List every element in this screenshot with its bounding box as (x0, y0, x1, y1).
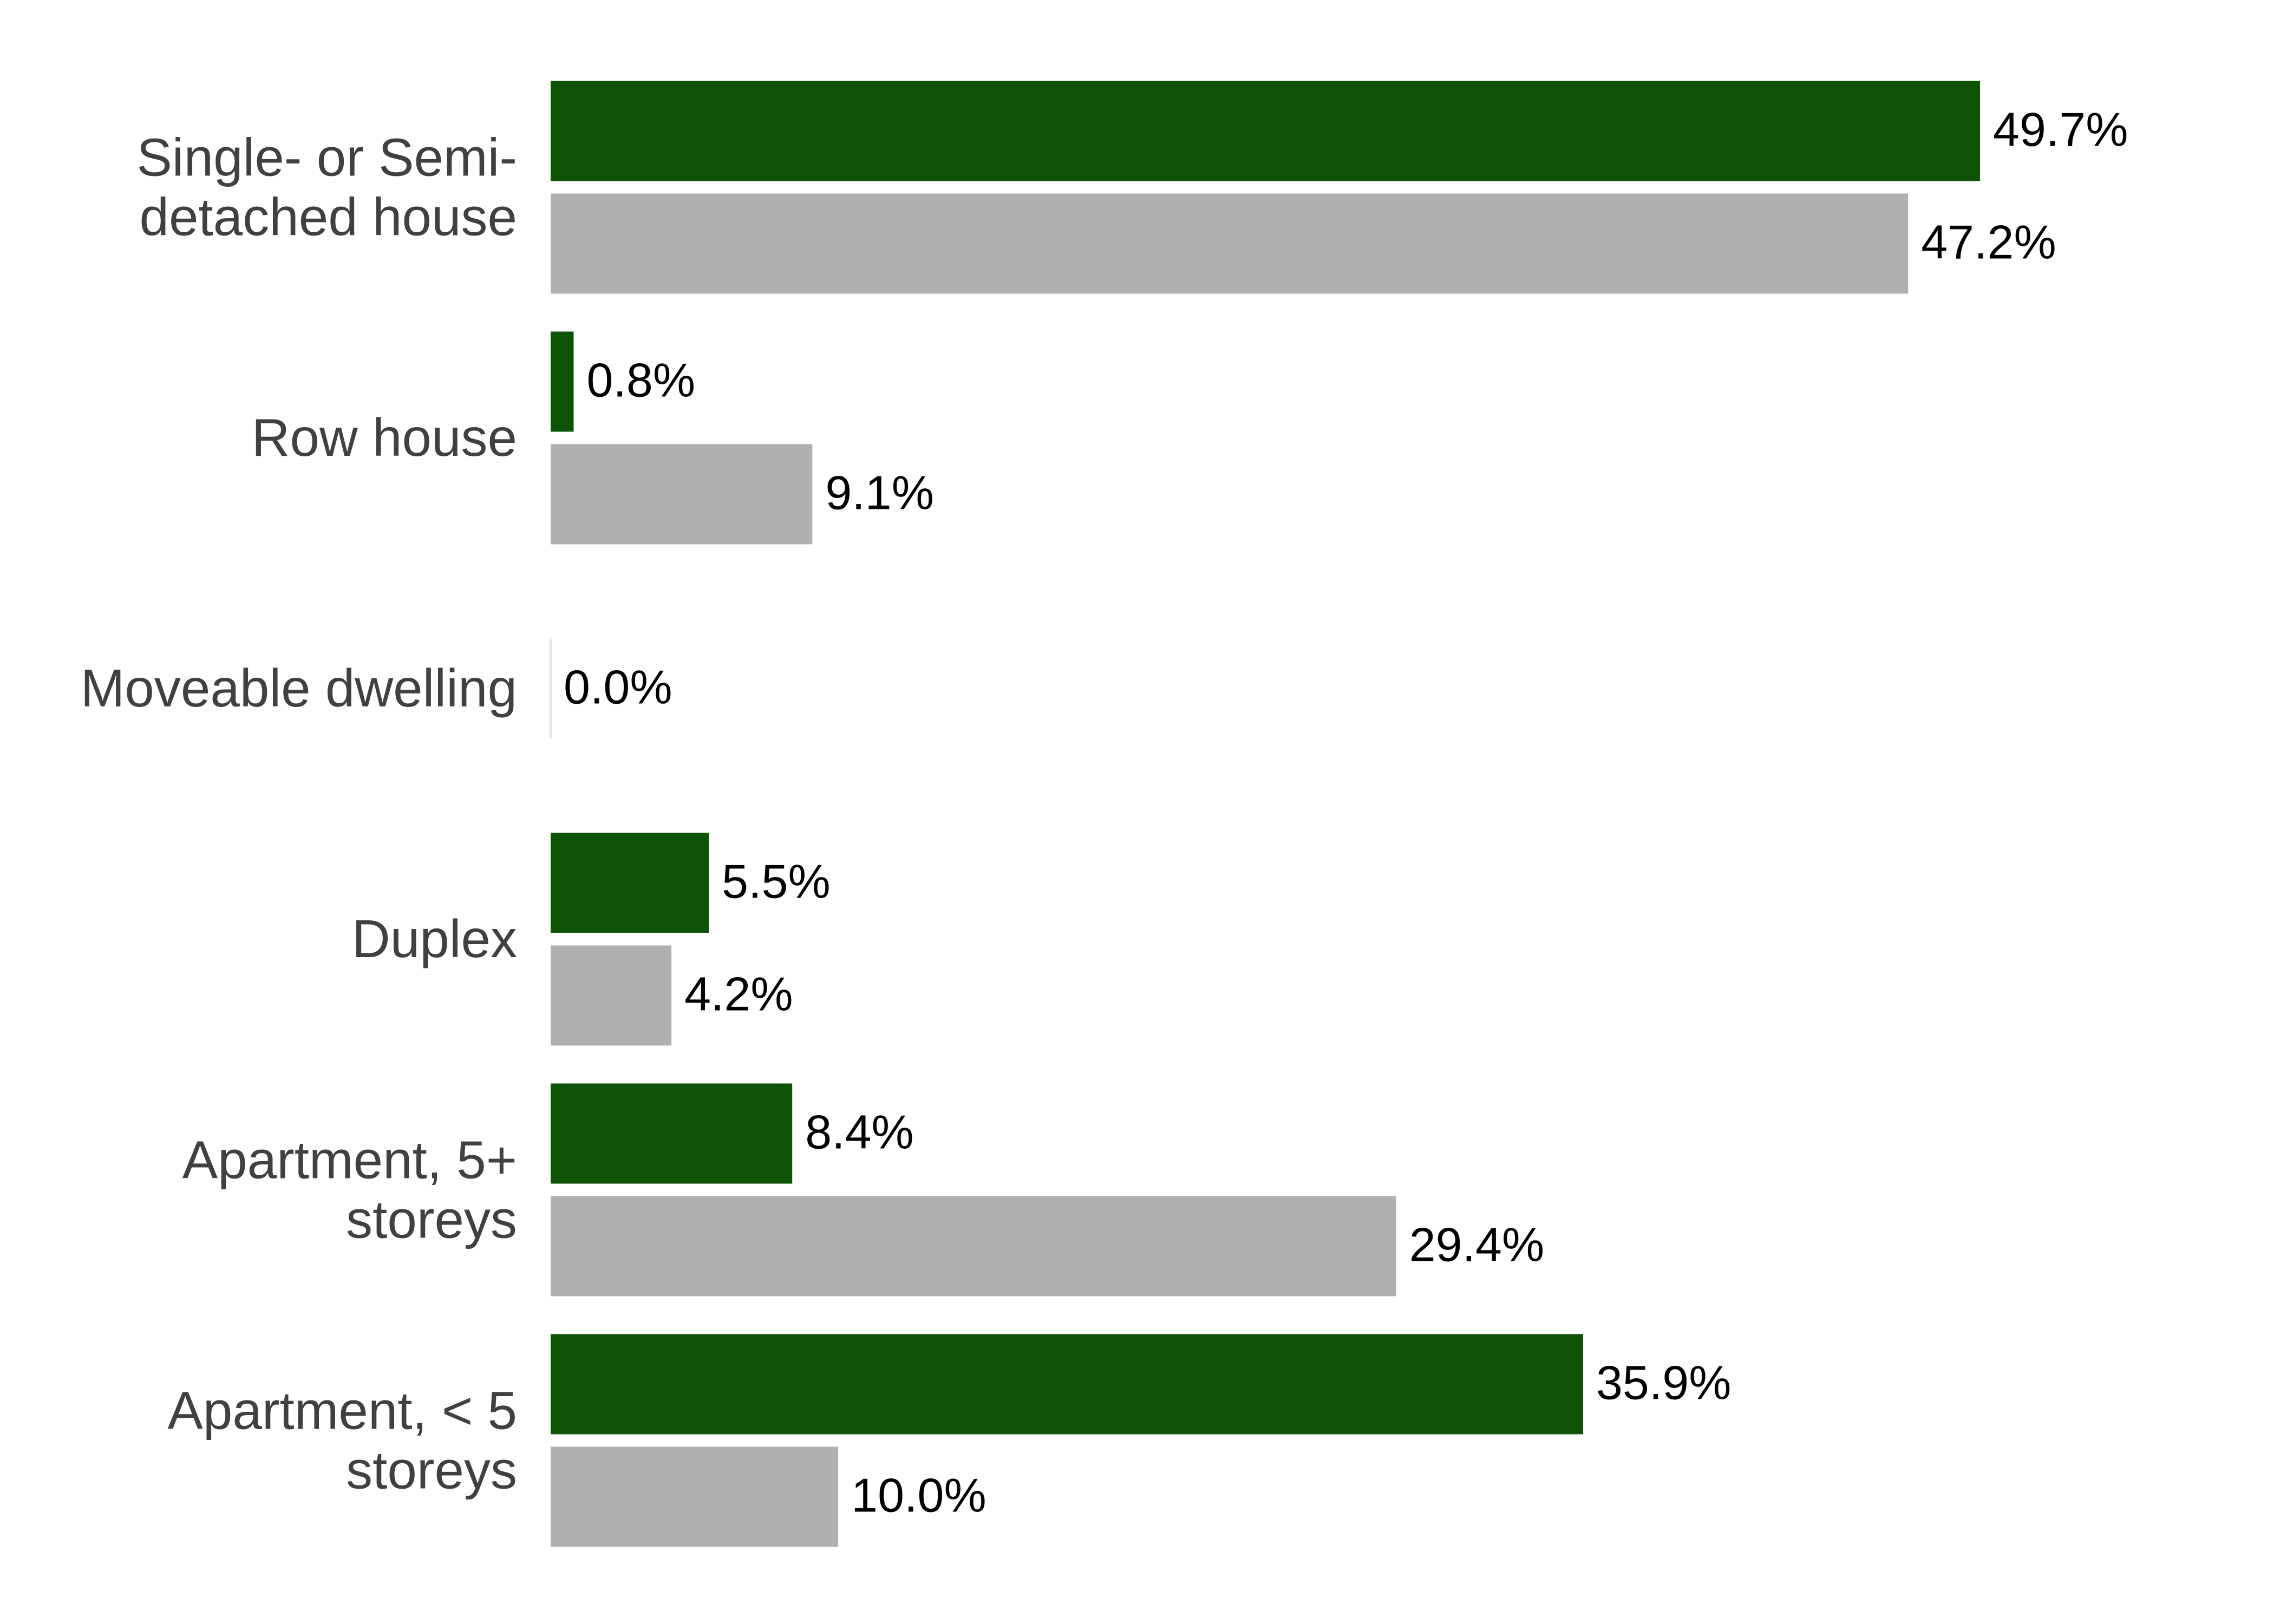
bar (551, 1196, 1396, 1296)
category-label: Apartment, < 5 storeys (167, 1380, 517, 1499)
category-label: Apartment, 5+ storeys (182, 1130, 517, 1249)
category-label: Single- or Semi- detached house (136, 127, 517, 246)
category-label: Moveable dwelling (80, 658, 517, 718)
bar (551, 945, 672, 1046)
category-label: Row house (251, 408, 517, 468)
value-label: 0.8% (586, 353, 695, 407)
bar (551, 1334, 1583, 1435)
value-label: 5.5% (722, 854, 831, 908)
bar (551, 331, 574, 432)
value-label: 35.9% (1596, 1355, 1731, 1409)
bar (551, 193, 1909, 294)
value-label: 0.0% (564, 660, 672, 713)
category-label: Duplex (351, 909, 517, 969)
value-label: 47.2% (1921, 215, 2056, 269)
bar (551, 1083, 793, 1184)
value-label: 4.2% (684, 967, 793, 1020)
bar (551, 444, 813, 545)
value-label: 49.7% (1993, 102, 2128, 156)
value-label: 29.4% (1409, 1217, 1545, 1271)
value-label: 9.1% (825, 466, 934, 519)
value-label: 8.4% (805, 1105, 914, 1158)
bar (551, 1446, 839, 1547)
bar (551, 833, 709, 933)
value-label: 10.0% (851, 1468, 986, 1522)
bar (551, 81, 1980, 181)
